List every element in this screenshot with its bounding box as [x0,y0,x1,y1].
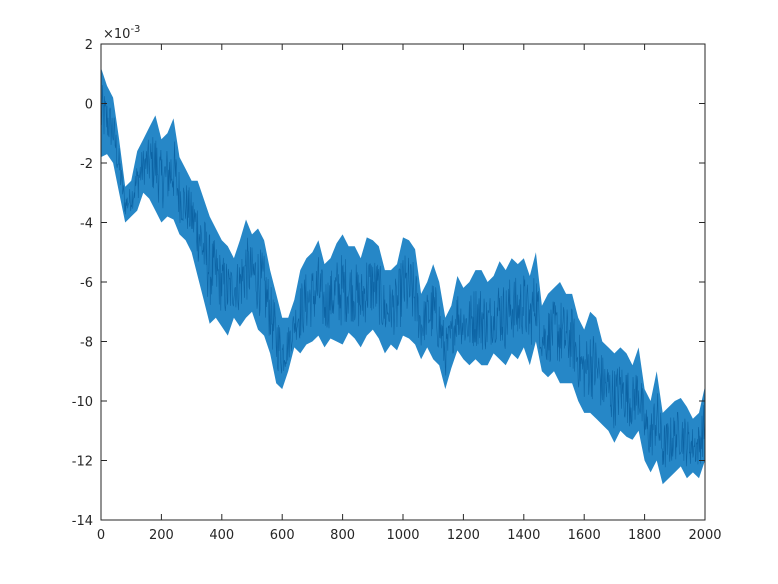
y-tick-label--10: -10 [72,395,93,410]
y-tick-label--8: -8 [80,336,93,351]
x-tick-label-1800: 1800 [628,528,661,543]
x-tick-label-1200: 1200 [447,528,480,543]
y-tick-label--14: -14 [72,514,93,529]
y-tick-label--6: -6 [80,276,93,291]
x-tick-label-200: 200 [149,528,174,543]
ticks-layer [100,43,706,521]
x-tick-label-1000: 1000 [386,528,419,543]
y-tick-label-2: 2 [85,38,93,53]
y-tick-label--2: -2 [80,157,93,172]
series-0-line [100,85,706,468]
series-0-envelope [101,67,705,485]
y-tick-label-0: 0 [85,98,93,113]
y-exponent-base: ×10 [103,27,130,42]
y-exponent-power: -3 [130,24,140,35]
x-tick-label-1600: 1600 [568,528,601,543]
y-tick-label--12: -12 [72,455,93,470]
y-axis-exponent-label: ×10-3 [103,24,140,42]
x-tick-label-2000: 2000 [688,528,721,543]
x-tick-label-600: 600 [270,528,295,543]
series-layer [100,67,706,485]
x-tick-label-400: 400 [209,528,234,543]
x-tick-label-800: 800 [330,528,355,543]
x-tick-label-0: 0 [97,528,105,543]
y-tick-label--4: -4 [80,217,93,232]
tick-labels-layer: 0 200 400 600 800 1000 1200 1400 1600 1800 200020-… [72,38,722,543]
x-tick-label-1400: 1400 [507,528,540,543]
